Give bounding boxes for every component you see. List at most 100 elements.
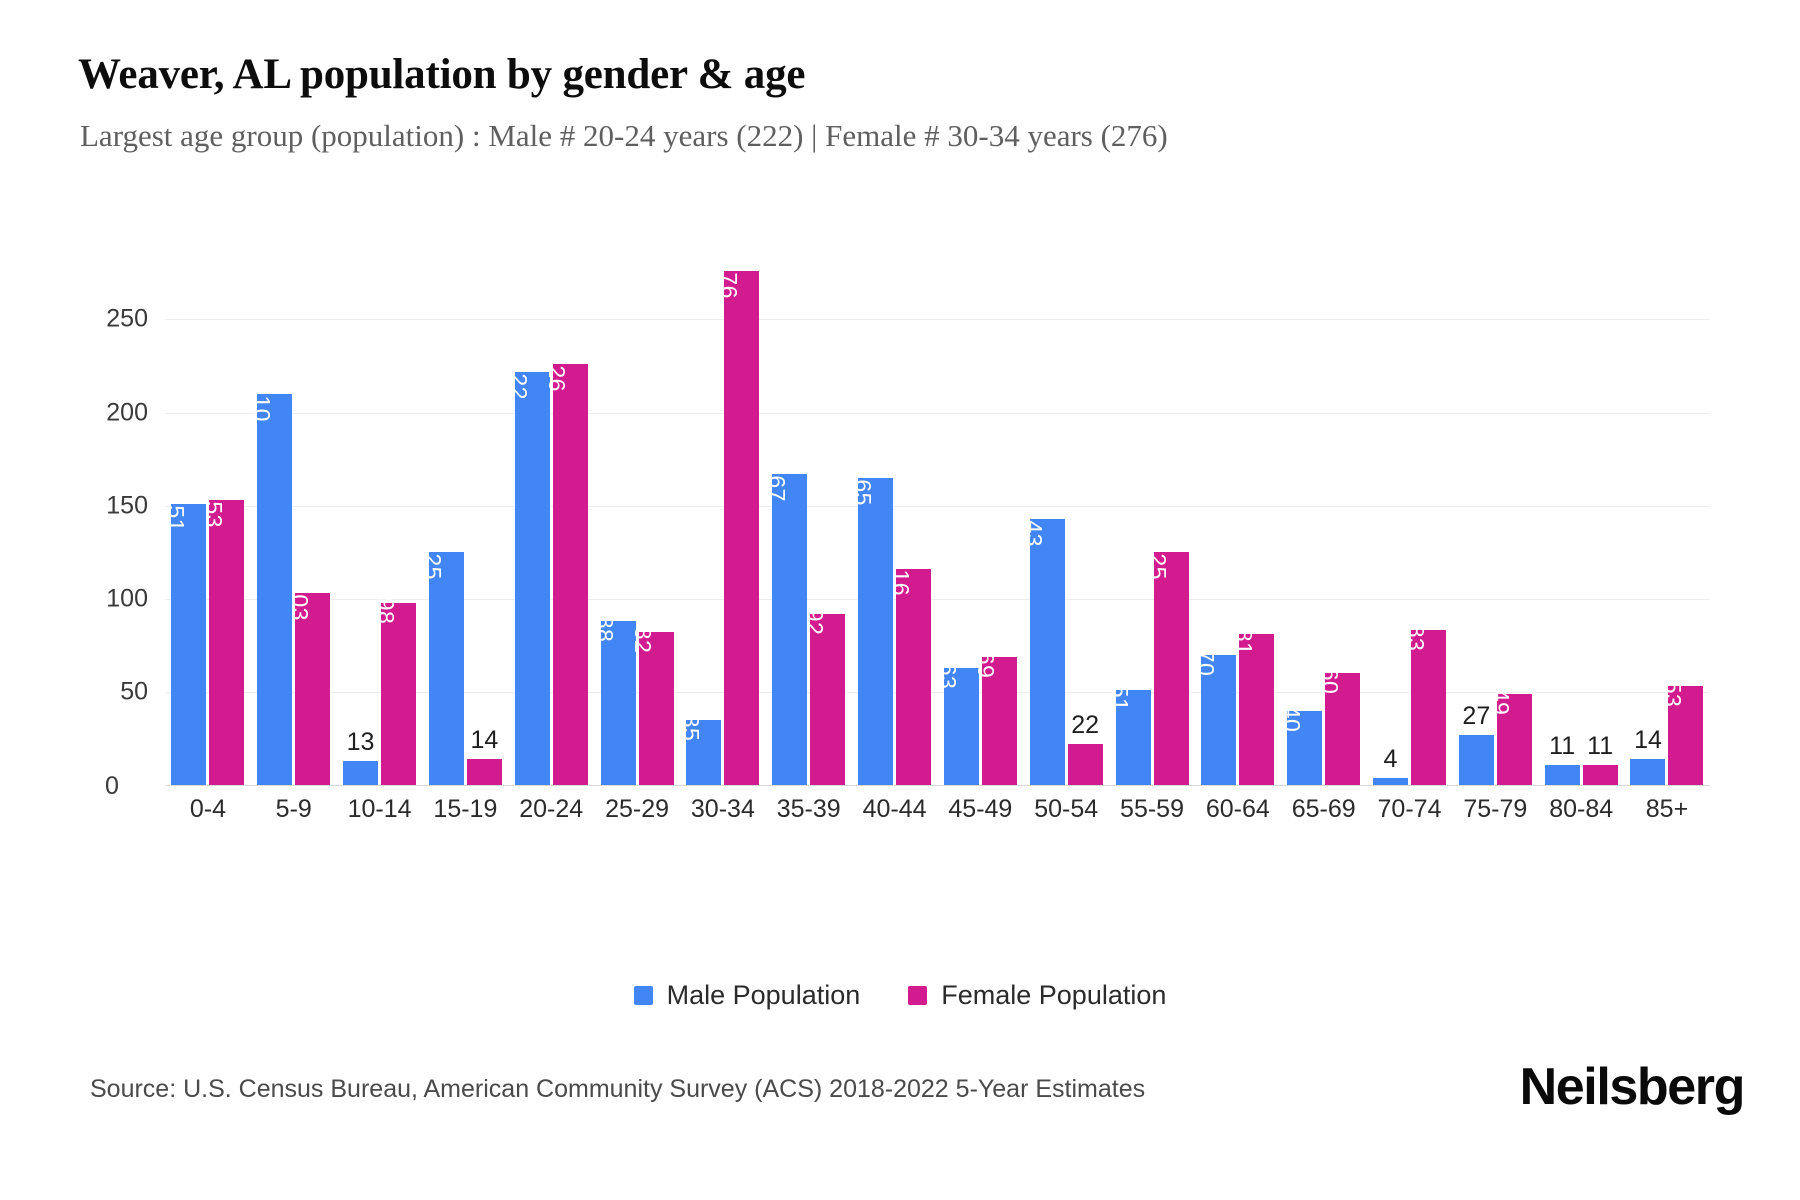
bar-value-label: 153 [200, 488, 227, 529]
gridline [165, 319, 1710, 321]
bar-value-label: 35 [677, 714, 704, 742]
bar-female[interactable]: 226 [544, 352, 588, 785]
bar-group: 125 14 [420, 245, 508, 785]
bar-female[interactable]: 11 [1582, 732, 1618, 785]
bar-value-label: 53 [1659, 681, 1686, 708]
bar-male[interactable]: 167 [764, 462, 808, 785]
bar-female[interactable]: 69 [973, 651, 1017, 785]
bar-male[interactable]: 27 [1458, 702, 1494, 785]
bar-female[interactable]: 22 [1067, 711, 1103, 785]
bar-group: 51 125 [1107, 245, 1195, 785]
bar-group: 88 82 [592, 245, 680, 785]
bar-group: 167 92 [764, 245, 852, 785]
bar-group: 13 98 [337, 245, 423, 785]
bar-male[interactable]: 165 [850, 466, 894, 785]
gridline [165, 412, 1710, 414]
page-title: Weaver, AL population by gender & age [78, 51, 806, 98]
bar-group: 165 116 [850, 245, 938, 785]
bar-group: 222 226 [506, 245, 594, 785]
bar-value-label: 210 [248, 382, 275, 422]
bar-male[interactable]: 88 [592, 616, 636, 785]
x-axis-tick-label: 15-19 [433, 795, 498, 823]
x-axis-tick-label: 0-4 [189, 795, 226, 823]
bar-value-label: 98 [372, 597, 399, 624]
bar-value-label: 222 [506, 359, 533, 400]
bar-value-label: 14 [1634, 725, 1662, 754]
bar-female[interactable]: 153 [201, 488, 245, 785]
bar-male[interactable]: 151 [163, 492, 207, 785]
bar-value-label: 82 [630, 627, 657, 654]
bar-group: 35 276 [678, 245, 766, 785]
bar-group: 63 69 [935, 245, 1023, 785]
bar-female[interactable]: 276 [716, 259, 760, 785]
bar-male[interactable]: 35 [678, 715, 722, 785]
bar-group: 14 53 [1624, 245, 1710, 785]
y-axis-tick-label: 200 [106, 398, 148, 427]
bar-female[interactable]: 82 [630, 627, 674, 785]
x-axis-tick-label: 70-74 [1377, 795, 1442, 823]
y-axis-tick-label: 50 [120, 677, 148, 706]
bar-male[interactable]: 143 [1021, 507, 1065, 785]
bar-female[interactable]: 116 [888, 558, 932, 785]
bar-female[interactable]: 49 [1488, 688, 1532, 785]
bar-male[interactable]: 125 [420, 540, 464, 785]
gridline [165, 505, 1710, 507]
bar-male[interactable]: 51 [1107, 685, 1151, 785]
bar-male[interactable]: 40 [1279, 705, 1323, 785]
legend-item-female[interactable]: Female Population [908, 980, 1166, 1011]
source-note: Source: U.S. Census Bureau, American Com… [90, 1075, 1146, 1103]
y-axis-tick-label: 250 [106, 304, 148, 333]
bar-group: 4 83 [1367, 245, 1453, 785]
plot-area: 50 100 150 200 250 151 153 210 103 13 98 125 14 222 2… [106, 245, 1710, 786]
bar-female[interactable]: 53 [1660, 681, 1704, 785]
bar-male[interactable]: 210 [249, 382, 293, 785]
bar-value-label: 11 [1549, 731, 1576, 760]
bar-male[interactable]: 4 [1373, 745, 1408, 785]
x-axis-tick-label: 75-79 [1463, 795, 1528, 823]
bar-female[interactable]: 81 [1231, 629, 1275, 785]
bar-female[interactable]: 83 [1403, 625, 1446, 785]
bar-value-label: 11 [1587, 731, 1614, 760]
legend-swatch-male-icon [633, 986, 653, 1005]
x-axis-tick-label: 25-29 [605, 795, 670, 823]
bar-value-label: 40 [1278, 705, 1305, 732]
x-axis-tick-label: 85+ [1645, 795, 1689, 823]
bar-value-label: 167 [763, 462, 790, 502]
bar-female[interactable]: 92 [802, 608, 846, 785]
chart-legend: Male Population Female Population [0, 980, 1800, 1011]
bar-value-label: 143 [1021, 506, 1048, 547]
bar-male[interactable]: 13 [343, 728, 379, 785]
bar-male[interactable]: 222 [506, 360, 550, 785]
bar-group: 11 11 [1538, 245, 1624, 785]
bar-value-label: 70 [1192, 649, 1219, 676]
x-axis-tick-label: 80-84 [1549, 795, 1614, 823]
bar-group: 151 153 [163, 245, 251, 785]
legend-item-male[interactable]: Male Population [633, 980, 860, 1011]
bar-groups: 151 153 210 103 13 98 125 14 222 226 88 82 35 276 167 9… [163, 245, 1710, 785]
bar-value-label: 151 [162, 491, 189, 532]
gridline [165, 598, 1710, 600]
bar-value-label: 81 [1230, 628, 1257, 656]
bar-male[interactable]: 11 [1544, 732, 1580, 785]
bar-male[interactable]: 14 [1630, 726, 1666, 785]
x-axis-tick-label: 50-54 [1034, 795, 1099, 823]
bar-female[interactable]: 60 [1317, 668, 1361, 785]
x-axis-line [165, 785, 1710, 786]
bar-female[interactable]: 125 [1145, 540, 1189, 785]
x-axis-tick-label: 55-59 [1120, 795, 1184, 823]
x-axis-tick-label: 60-64 [1205, 795, 1270, 823]
bar-value-label: 83 [1402, 625, 1429, 652]
bar-value-label: 103 [286, 581, 313, 622]
gridline [165, 691, 1710, 693]
bar-male[interactable]: 63 [935, 662, 979, 785]
bar-female[interactable]: 103 [287, 581, 331, 785]
bar-value-label: 63 [935, 662, 962, 689]
bar-male[interactable]: 70 [1193, 649, 1237, 785]
y-axis-tick-label: 100 [106, 584, 148, 613]
x-axis-labels: 0-4 5-9 10-14 15-19 20-24 25-29 30-34 35-39 40-4… [165, 795, 1710, 824]
bar-female[interactable]: 14 [466, 726, 502, 785]
bar-value-label: 69 [973, 651, 1000, 678]
bar-female[interactable]: 98 [373, 597, 417, 785]
x-axis-tick-label: 40-44 [862, 795, 927, 823]
x-axis-tick-label: 30-34 [690, 795, 755, 823]
